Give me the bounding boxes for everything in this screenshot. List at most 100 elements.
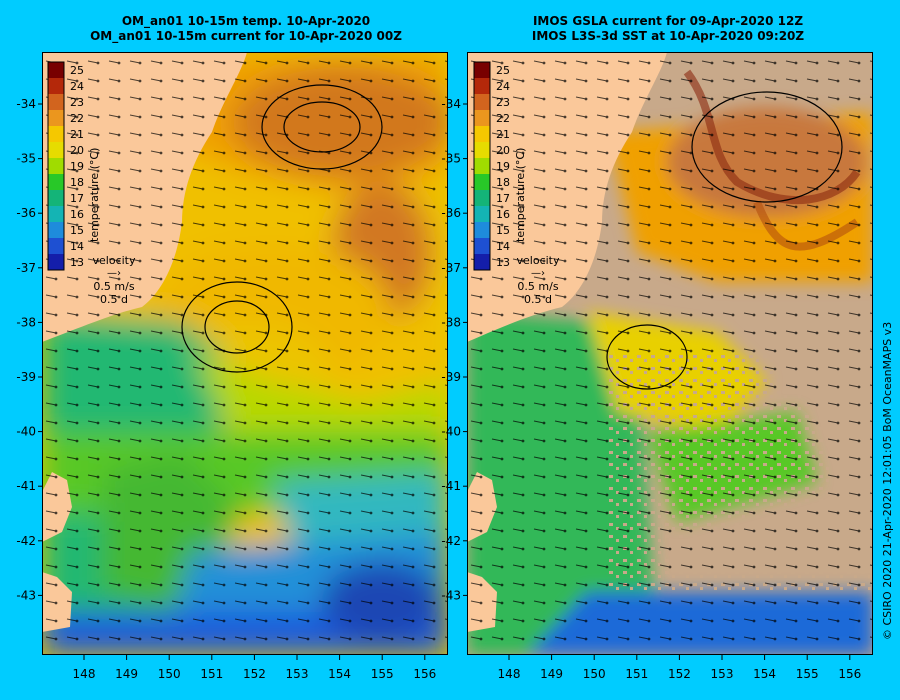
right-colorbar-swatch [474,222,490,238]
left-lat-axis: -34 -35 -36 -37 -38 -39 -40 -41 -42 -43 [16,97,42,602]
right-colorbar-tick: 16 [496,208,510,221]
left-colorbar-tick: 13 [70,256,84,269]
right-velocity-speed: 0.5 m/s [517,280,559,293]
right-velocity-title: velocity [516,254,560,267]
right-colorbar-swatch [474,62,490,78]
left-lat-label: -42 [16,534,36,548]
right-lon-label: 148 [498,667,521,681]
right-lon-label: 150 [583,667,606,681]
right-colorbar-tick: 18 [496,176,510,189]
left-title-line1: OM_an01 10-15m temp. 10-Apr-2020 [121,14,371,28]
left-current-vectors [42,52,448,655]
left-lat-label: -37 [16,261,36,275]
right-colorbar: 25 24 23 22 21 20 19 18 17 16 15 14 13 temperature (°… [473,61,527,271]
left-lat-label: -43 [16,588,36,602]
left-colorbar-swatch [48,174,64,190]
right-lon-label: 155 [796,667,819,681]
left-lon-label: 154 [328,667,351,681]
right-lat-label: -38 [441,315,461,329]
left-lat-label: -34 [16,97,36,111]
right-colorbar-swatch [474,110,490,126]
left-colorbar-tick: 14 [70,240,84,253]
left-velocity-speed: 0.5 m/s [93,280,135,293]
left-lat-label: -36 [16,206,36,220]
credit-text: © CSIRO 2020 21-Apr-2020 12:01:05 BoM Oc… [881,321,894,640]
left-colorbar-tick: 17 [70,192,84,205]
right-lon-label: 149 [540,667,563,681]
left-colorbar-swatch [48,110,64,126]
left-lon-label: 150 [158,667,181,681]
left-map [42,52,448,655]
left-lat-label: -41 [16,479,36,493]
right-lon-label: 151 [625,667,648,681]
left-lat-label: -35 [16,152,36,166]
right-lat-label: -41 [441,479,461,493]
left-title-line2: OM_an01 10-15m current for 10-Apr-2020 0… [90,29,402,43]
left-velocity-title: velocity [92,254,136,267]
right-map [467,52,873,655]
right-lon-label: 154 [753,667,776,681]
right-lat-label: -39 [441,370,461,384]
left-velocity-arrow: —› [107,268,121,279]
right-colorbar-swatch [474,174,490,190]
left-lat-label: -39 [16,370,36,384]
left-colorbar-tick: 22 [70,112,84,125]
right-velocity-key: velocity —› 0.5 m/s 0.5 d [512,254,564,306]
right-colorbar-tick: 15 [496,224,510,237]
left-colorbar-swatch [48,142,64,158]
right-lat-label: -40 [441,425,461,439]
right-current-vectors [467,52,873,655]
right-lat-label: -43 [441,588,461,602]
right-colorbar-swatch [474,126,490,142]
left-colorbar-swatch [48,158,64,174]
left-lon-label: 153 [286,667,309,681]
left-colorbar-swatch [48,238,64,254]
right-velocity-duration: 0.5 d [524,293,552,306]
right-sst-field [467,52,873,655]
left-lon-label: 155 [371,667,394,681]
left-lon-label: 149 [115,667,138,681]
left-colorbar-swatch [48,78,64,94]
right-title-line1: IMOS GSLA current for 09-Apr-2020 12Z [532,14,804,28]
left-colorbar-tick: 19 [70,160,84,173]
left-colorbar-tick: 21 [70,128,84,141]
right-title-line2: IMOS L3S-3d SST at 10-Apr-2020 09:20Z [531,29,805,43]
right-colorbar-swatch [474,238,490,254]
right-colorbar-tick: 19 [496,160,510,173]
left-colorbar-tick: 23 [70,96,84,109]
left-colorbar-swatch [48,126,64,142]
left-lon-label: 151 [200,667,223,681]
right-colorbar-tick: 21 [496,128,510,141]
right-lat-axis: -34 -35 -36 -37 -38 -39 -40 -41 -42 -43 [441,97,467,602]
left-colorbar-swatch [48,94,64,110]
left-lon-label: 148 [73,667,96,681]
right-colorbar-swatch [474,254,490,270]
right-lat-label: -42 [441,534,461,548]
right-lat-label: -35 [441,152,461,166]
right-colorbar-swatch [474,190,490,206]
right-colorbar-swatch [474,94,490,110]
right-colorbar-swatch [474,158,490,174]
left-eddies [181,84,383,373]
right-lat-label: -34 [441,97,461,111]
right-colorbar-tick: 13 [496,256,510,269]
left-lat-label: -40 [16,425,36,439]
right-velocity-arrow: —› [531,268,545,279]
left-colorbar-tick: 15 [70,224,84,237]
right-lat-label: -36 [441,206,461,220]
right-colorbar-swatch [474,78,490,94]
right-colorbar-swatch [474,142,490,158]
right-lon-label: 152 [668,667,691,681]
right-colorbar-swatch [474,206,490,222]
left-colorbar-swatch [48,254,64,270]
left-sst-field [42,52,448,655]
left-colorbar-label: temperature (°C) [88,148,101,242]
right-colorbar-tick: 22 [496,112,510,125]
right-colorbar-tick: 17 [496,192,510,205]
left-colorbar-swatch [48,62,64,78]
right-lon-axis: 148 149 150 151 152 153 154 155 156 [498,655,861,681]
left-velocity-key: velocity —› 0.5 m/s 0.5 d [88,254,140,306]
left-colorbar-tick: 24 [70,80,84,93]
right-colorbar-tick: 25 [496,64,510,77]
